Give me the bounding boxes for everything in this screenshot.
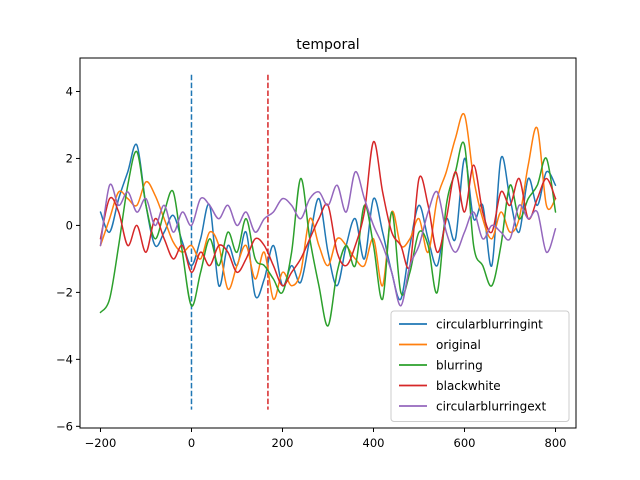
axes-frame — [79, 57, 577, 429]
y-axis-ticks: 4 2 0 −2 −4 −6 — [56, 84, 80, 433]
y-tick-label: 4 — [66, 84, 73, 98]
x-tick-label: −200 — [85, 436, 117, 450]
x-tick-label: 400 — [363, 436, 385, 450]
plot-area: −200 0 200 400 600 800 4 2 0 −2 −4 −6 — [56, 57, 577, 450]
x-tick-label: 800 — [545, 436, 567, 450]
x-tick-label: 0 — [188, 436, 195, 450]
legend-label: circularblurringint — [436, 318, 543, 332]
series-line-original — [99, 112, 557, 300]
x-tick-label: 600 — [454, 436, 476, 450]
series-line-blackwhite — [99, 140, 557, 287]
series-line-circularblurringext — [99, 171, 557, 307]
vertical-reference-lines — [190, 74, 269, 410]
x-tick-label: 200 — [272, 436, 294, 450]
series-line-circularblurringint — [99, 143, 557, 301]
legend-label: blackwhite — [436, 379, 501, 393]
y-tick-label: −6 — [56, 419, 73, 433]
y-tick-label: 2 — [66, 151, 73, 165]
x-axis-ticks: −200 0 200 400 600 800 — [85, 428, 567, 450]
legend-label: circularblurringext — [436, 400, 546, 414]
y-tick-label: −2 — [56, 285, 73, 299]
y-tick-label: −4 — [56, 352, 73, 366]
chart-title: temporal — [296, 37, 359, 53]
y-tick-label: 0 — [66, 218, 73, 232]
legend: circularblurringint original blurring black… — [390, 310, 570, 422]
legend-box — [390, 310, 570, 422]
legend-label: blurring — [436, 359, 483, 373]
series-lines — [99, 112, 557, 327]
legend-label: original — [436, 338, 481, 352]
